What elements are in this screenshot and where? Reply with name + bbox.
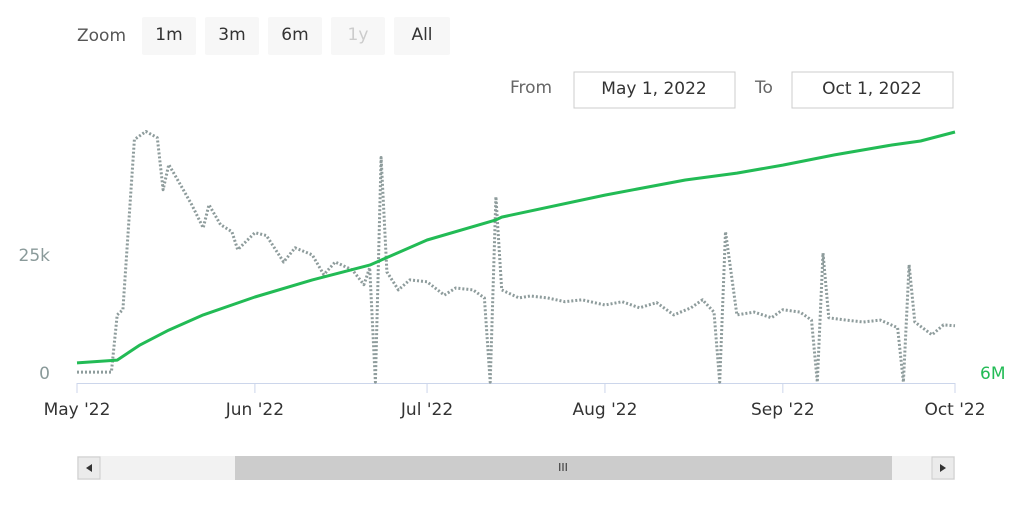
zoom-button[interactable] (394, 17, 450, 55)
x-tick-label: Oct '22 (924, 400, 985, 420)
series-line (76, 130, 956, 365)
from-input[interactable] (573, 71, 736, 109)
zoom-button-label[interactable]: 1y (348, 25, 369, 45)
y-tick-label: 25k (19, 246, 51, 266)
zoom-button-label[interactable]: 3m (218, 25, 245, 45)
to-value[interactable]: Oct 1, 2022 (822, 79, 922, 99)
scrollbar-thumb[interactable] (235, 456, 892, 480)
scroll-right-arrow (940, 464, 946, 472)
zoom-label: Zoom (77, 26, 126, 46)
zoom-button[interactable] (331, 17, 385, 55)
from-value[interactable]: May 1, 2022 (601, 79, 706, 99)
y2-tick-label: 6M (980, 364, 1005, 384)
zoom-button-label[interactable]: 6m (281, 25, 308, 45)
from-label: From (510, 78, 552, 98)
y-tick-label: 0 (39, 364, 50, 384)
to-input[interactable] (791, 71, 954, 109)
zoom-button[interactable] (205, 17, 259, 55)
zoom-button[interactable] (268, 17, 322, 55)
x-tick-label: Jul '22 (400, 400, 453, 420)
to-label: To (754, 78, 773, 98)
x-tick-label: Jun '22 (225, 400, 284, 420)
series-line (77, 130, 956, 384)
zoom-button[interactable] (142, 17, 196, 55)
x-tick-label: Sep '22 (751, 400, 815, 420)
x-tick-label: Aug '22 (572, 400, 637, 420)
zoom-button-label[interactable]: 1m (155, 25, 182, 45)
scroll-left-arrow (86, 464, 92, 472)
zoom-button-label[interactable]: All (411, 25, 432, 45)
scrollbar-grip: III (558, 461, 568, 474)
x-tick-label: May '22 (44, 400, 111, 420)
